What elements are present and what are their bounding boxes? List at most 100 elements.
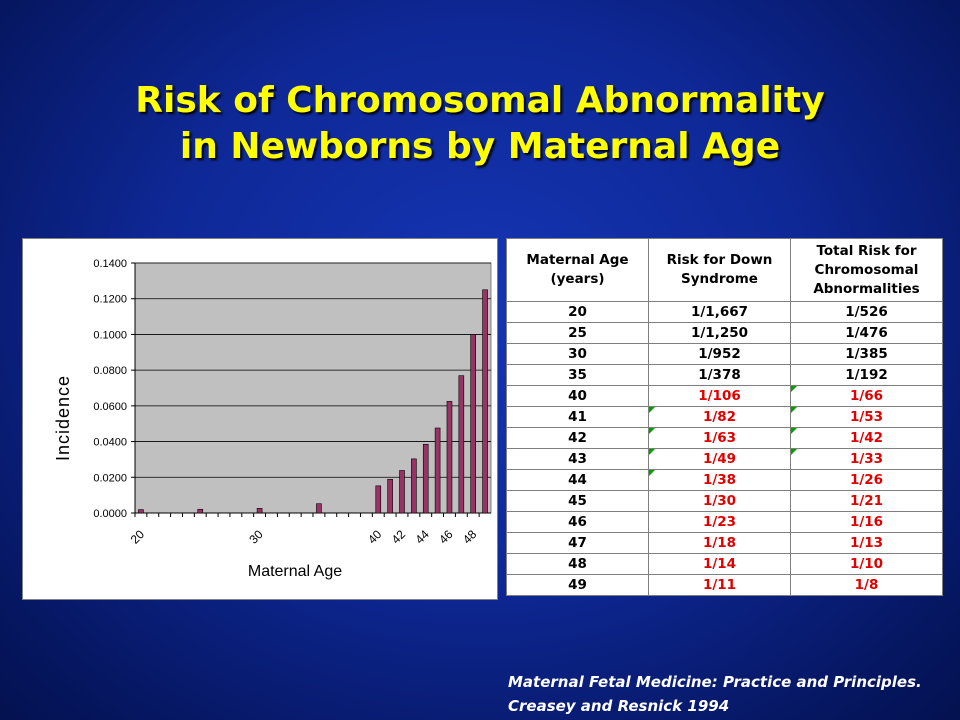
cell-age: 44 (506, 469, 649, 491)
cell-total: 1/13 (790, 532, 943, 554)
cell-down: 1/23 (648, 511, 791, 533)
bar (387, 478, 393, 514)
cell-age: 25 (506, 322, 649, 344)
slide-title: Risk of Chromosomal Abnormality in Newbo… (0, 78, 960, 170)
table-row: 20 1/1,667 1/526 (506, 301, 943, 323)
cell-total: 1/42 (790, 427, 943, 449)
bar (316, 503, 322, 514)
table-header-row: Maternal Age (years) Risk for Down Syndr… (506, 238, 943, 302)
table-row: 46 1/23 1/16 (506, 511, 943, 533)
cell-total: 1/33 (790, 448, 943, 470)
chart-svg: 0.0000 0.0200 0.0400 0.0600 0.0800 0.1000 0.12… (53, 258, 492, 580)
table-row: 40 1/106 1/66 (506, 385, 943, 407)
bar (482, 289, 488, 514)
y-tick-label: 0.1200 (93, 294, 127, 306)
incidence-chart: 0.0000 0.0200 0.0400 0.0600 0.0800 0.1000 0.12… (22, 238, 498, 600)
y-tick-label: 0.0400 (93, 437, 127, 449)
table-row: 49 1/11 1/8 (506, 574, 943, 596)
title-line-1: Risk of Chromosomal Abnormality (135, 80, 825, 121)
header-total-risk: Total Risk for Chromosomal Abnormalities (790, 238, 943, 302)
x-tick-label: 48 (460, 527, 480, 547)
cell-down: 1/378 (648, 364, 791, 386)
title-line-2: in Newborns by Maternal Age (179, 126, 781, 167)
x-axis-label: Maternal Age (248, 563, 342, 580)
table-row: 48 1/14 1/10 (506, 553, 943, 575)
y-axis-label: Incidence (53, 375, 73, 461)
y-tick-label: 0.0200 (93, 472, 127, 484)
citation-line-2: Creasey and Resnick 1994 (508, 697, 730, 715)
cell-age: 42 (506, 427, 649, 449)
bar (375, 485, 382, 514)
cell-age: 48 (506, 553, 649, 575)
cell-total: 1/26 (790, 469, 943, 491)
cell-down: 1/11 (648, 574, 791, 596)
cell-age: 40 (506, 385, 649, 407)
header-line: (years) (550, 271, 605, 287)
table-row: 35 1/378 1/192 (506, 364, 943, 386)
bar (470, 334, 476, 514)
header-line: Total Risk for (816, 242, 917, 259)
cell-down: 1/18 (648, 532, 791, 554)
y-tick-label: 0.1000 (93, 329, 127, 341)
cell-down: 1/1,250 (648, 322, 791, 344)
bar (399, 470, 405, 514)
bar (422, 443, 429, 514)
y-tick-label: 0.1400 (93, 258, 127, 270)
cell-total: 1/10 (790, 553, 943, 575)
header-line: Syndrome (681, 271, 758, 287)
cell-age: 45 (506, 490, 649, 512)
x-tick-label: 44 (413, 527, 433, 547)
bar (446, 401, 453, 514)
cell-down: 1/14 (648, 553, 791, 575)
x-tick-label: 20 (128, 527, 148, 547)
x-tick-label: 46 (436, 527, 456, 547)
cell-age: 47 (506, 532, 649, 554)
bar (434, 427, 441, 514)
header-maternal-age: Maternal Age (years) (506, 238, 649, 302)
cell-age: 35 (506, 364, 649, 386)
bar (197, 508, 204, 514)
cell-down: 1/952 (648, 343, 791, 365)
plot-area (134, 262, 492, 514)
x-tick-label: 40 (365, 527, 385, 547)
cell-down: 1/106 (648, 385, 791, 407)
cell-total: 1/385 (790, 343, 943, 365)
cell-total: 1/192 (790, 364, 943, 386)
table-row: 30 1/952 1/385 (506, 343, 943, 365)
cell-down: 1/38 (648, 469, 791, 491)
citation: Maternal Fetal Medicine: Practice and Pr… (508, 670, 922, 718)
citation-line-1: Maternal Fetal Medicine: Practice and Pr… (508, 673, 922, 691)
bar (138, 509, 144, 514)
table-row: 41 1/82 1/53 (506, 406, 943, 428)
cell-age: 43 (506, 448, 649, 470)
y-tick-label: 0.0600 (93, 401, 127, 413)
cell-age: 20 (506, 301, 649, 323)
header-line: Chromosomal (814, 261, 919, 278)
bar (458, 375, 465, 514)
cell-age: 30 (506, 343, 649, 365)
table-row: 25 1/1,250 1/476 (506, 322, 943, 344)
cell-total: 1/16 (790, 511, 943, 533)
risk-table: Maternal Age (years) Risk for Down Syndr… (506, 238, 943, 596)
y-tick-label: 0.0000 (93, 508, 127, 520)
y-tick-label: 0.0800 (93, 365, 127, 377)
x-tick-label: 30 (246, 527, 266, 547)
table-row: 43 1/49 1/33 (506, 448, 943, 470)
table-row: 42 1/63 1/42 (506, 427, 943, 449)
header-line: Maternal Age (526, 252, 629, 268)
cell-total: 1/476 (790, 322, 943, 344)
cell-total: 1/53 (790, 406, 943, 428)
cell-down: 1/63 (648, 427, 791, 449)
cell-age: 46 (506, 511, 649, 533)
cell-total: 1/66 (790, 385, 943, 407)
cell-total: 1/21 (790, 490, 943, 512)
cell-age: 41 (506, 406, 649, 428)
header-line: Risk for Down (666, 252, 773, 268)
bar (256, 508, 263, 514)
cell-down: 1/82 (648, 406, 791, 428)
header-down-risk: Risk for Down Syndrome (648, 238, 791, 302)
table-row: 47 1/18 1/13 (506, 532, 943, 554)
cell-total: 1/526 (790, 301, 943, 323)
cell-down: 1/30 (648, 490, 791, 512)
cell-age: 49 (506, 574, 649, 596)
